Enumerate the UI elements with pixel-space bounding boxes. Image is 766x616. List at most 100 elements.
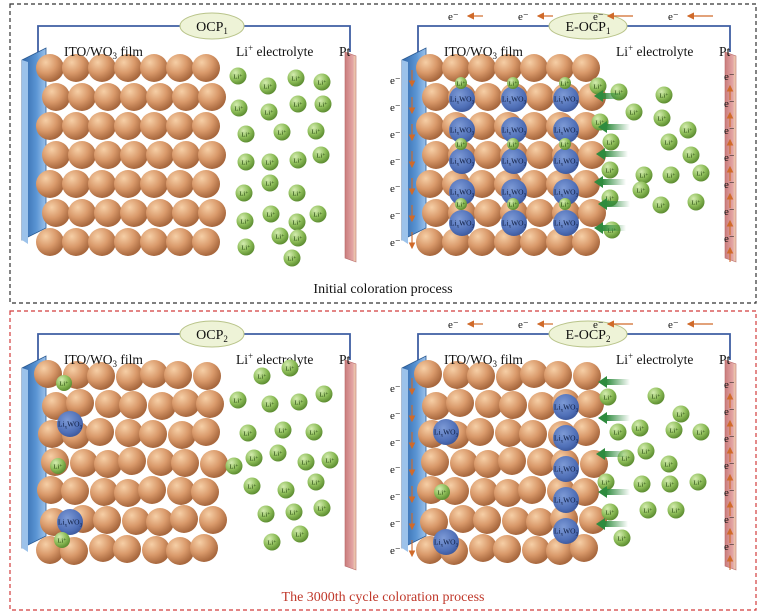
li-ion-label: Li⁺ <box>671 508 680 515</box>
wo3-particle <box>87 362 115 390</box>
wo3-particle <box>572 418 600 446</box>
li-ion: Li⁺ <box>653 109 671 127</box>
electron-label: e⁻ <box>390 183 401 195</box>
wo3-particle <box>142 536 170 564</box>
electron-label: e⁻ <box>390 518 401 530</box>
wo3-particle <box>120 199 148 227</box>
electrolyte-ions: Li⁺ Li⁺ Li⁺ Li⁺ Li⁺ Li⁺ Li⁺ Li⁺ Li⁺ Li⁺ Li⁺ Li⁺ Li⁺ L… <box>225 359 339 551</box>
electron-label: e⁻ <box>448 319 459 331</box>
potential-badge: OCP1 <box>179 12 245 40</box>
pt-label: Pt <box>719 44 731 59</box>
li-ion-label: Li⁺ <box>691 200 700 207</box>
li-ion-label: Li⁺ <box>696 171 705 178</box>
wo3-particle <box>466 418 494 446</box>
li-ion-label: Li⁺ <box>605 510 614 517</box>
li-ion: Li⁺ <box>288 213 306 231</box>
li-ion: Li⁺ <box>507 198 519 210</box>
wo3-particle <box>114 228 142 256</box>
wo3-particle <box>422 199 450 227</box>
wo3-particle <box>171 449 199 477</box>
li-ion: Li⁺ <box>507 138 519 150</box>
wo3-particle <box>146 141 174 169</box>
electron-label: e⁻ <box>724 152 735 164</box>
wo3-particle <box>470 478 498 506</box>
top-frame <box>9 3 757 304</box>
wo3-particle <box>147 448 175 476</box>
li-ion-label: Li⁺ <box>605 196 614 203</box>
wo3-particle <box>116 363 144 391</box>
li-ion: Li⁺ <box>660 455 678 473</box>
li-ion: Li⁺ <box>601 161 619 179</box>
li-ion-label: Li⁺ <box>265 402 274 409</box>
potential-badge: E-OCP2 <box>548 320 628 348</box>
wo3-particle <box>94 450 122 478</box>
electron-label: e⁻ <box>390 156 401 168</box>
lixwo3-label: LixWO3 <box>434 428 459 439</box>
electron-label: e⁻ <box>724 514 735 526</box>
lixwo3-center: LixWO3 <box>553 86 579 112</box>
wo3-particle <box>475 390 503 418</box>
wo3-particle <box>114 112 142 140</box>
li-ion-label: Li⁺ <box>53 464 62 471</box>
li-ion-label: Li⁺ <box>637 482 646 489</box>
li-ion-label: Li⁺ <box>676 412 685 419</box>
wo3-particle <box>139 420 167 448</box>
lixwo3-center: LixWO3 <box>553 518 579 544</box>
wo3-particle <box>519 420 547 448</box>
li-ion-label: Li⁺ <box>233 74 242 81</box>
wo3-particle <box>422 141 450 169</box>
li-ion-label: Li⁺ <box>643 508 652 515</box>
wo3-particle <box>113 535 141 563</box>
lixwo3-center: LixWO3 <box>553 456 579 482</box>
lixwo3-center: LixWO3 <box>449 210 475 236</box>
li-ion: Li⁺ <box>243 477 261 495</box>
lixwo3-label: LixWO3 <box>502 188 527 199</box>
li-ion-label: Li⁺ <box>285 366 294 373</box>
electrolyte-label: Li+ electrolyte <box>236 43 313 59</box>
wo3-particle <box>140 228 168 256</box>
wo3-particle <box>120 141 148 169</box>
film-label: ITO/WO3 film <box>444 44 523 61</box>
li-ion-label: Li⁺ <box>313 212 322 219</box>
li-ion-label: Li⁺ <box>560 202 569 209</box>
lixwo3-center: LixWO3 <box>501 210 527 236</box>
li-ion-label: Li⁺ <box>281 488 290 495</box>
wo3-particle <box>414 360 442 388</box>
wo3-particle <box>140 360 168 388</box>
wo3-particle <box>166 112 194 140</box>
li-ion-label: Li⁺ <box>57 538 66 545</box>
li-ion: Li⁺ <box>50 458 66 474</box>
wo3-particle <box>114 479 142 507</box>
electron-label: e⁻ <box>390 75 401 87</box>
li-ion: Li⁺ <box>56 375 72 391</box>
wo3-particle <box>443 361 471 389</box>
li-ion: Li⁺ <box>237 238 255 256</box>
li-ion-label: Li⁺ <box>601 480 610 487</box>
wo3-particle <box>146 199 174 227</box>
pt-label: Pt <box>719 352 731 367</box>
wo3-particle <box>546 537 574 565</box>
li-ion-label: Li⁺ <box>301 460 310 467</box>
li-ion-label: Li⁺ <box>241 245 250 252</box>
lixwo3-label: LixWO3 <box>554 465 579 476</box>
li-ion: Li⁺ <box>309 205 327 223</box>
wo3-particle <box>37 476 65 504</box>
li-ion: Li⁺ <box>54 532 70 548</box>
wo3-particle <box>570 534 598 562</box>
wo3-particle <box>473 506 501 534</box>
li-ion-label: Li⁺ <box>241 160 250 167</box>
wo3-particle <box>42 83 70 111</box>
lixwo3-center: LixWO3 <box>553 425 579 451</box>
wo3-particle <box>166 54 194 82</box>
li-ion: Li⁺ <box>672 405 690 423</box>
li-ion-label: Li⁺ <box>669 428 678 435</box>
li-ion-label: Li⁺ <box>293 158 302 165</box>
wo3-particle <box>88 170 116 198</box>
lixwo3-label: LixWO3 <box>554 95 579 106</box>
li-ion-label: Li⁺ <box>621 456 630 463</box>
li-ion-label: Li⁺ <box>289 510 298 517</box>
wo3-particle <box>122 507 150 535</box>
wo3-particle <box>166 537 194 565</box>
wo3-particle <box>146 508 174 536</box>
wo3-particle <box>572 170 600 198</box>
